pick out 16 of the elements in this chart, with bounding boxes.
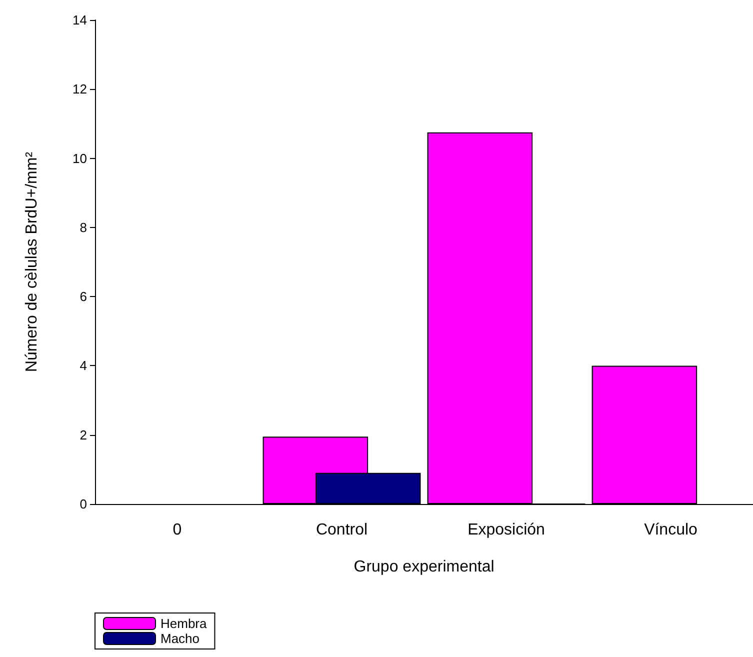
legend-label: Hembra: [160, 616, 208, 631]
y-tick-label: 6: [80, 289, 87, 304]
y-tick-label: 8: [80, 220, 87, 235]
y-tick-label: 2: [80, 427, 87, 442]
y-tick-label: 12: [72, 82, 87, 97]
y-tick-label: 10: [72, 150, 87, 166]
y-tick-label: 0: [80, 496, 87, 512]
y-tick-label: 14: [72, 12, 87, 28]
x-tick-label: Exposición: [468, 522, 545, 538]
x-tick-label: Vínculo: [644, 522, 698, 538]
y-tick-label: 4: [80, 358, 87, 374]
x-tick-label: Control: [316, 522, 368, 538]
y-axis-title: Número de cèlulas BrdU+/mm²: [24, 151, 40, 372]
legend-label: Macho: [160, 631, 200, 646]
x-axis-title: Grupo experimental: [354, 558, 494, 576]
x-tick-label: 0: [172, 522, 182, 538]
